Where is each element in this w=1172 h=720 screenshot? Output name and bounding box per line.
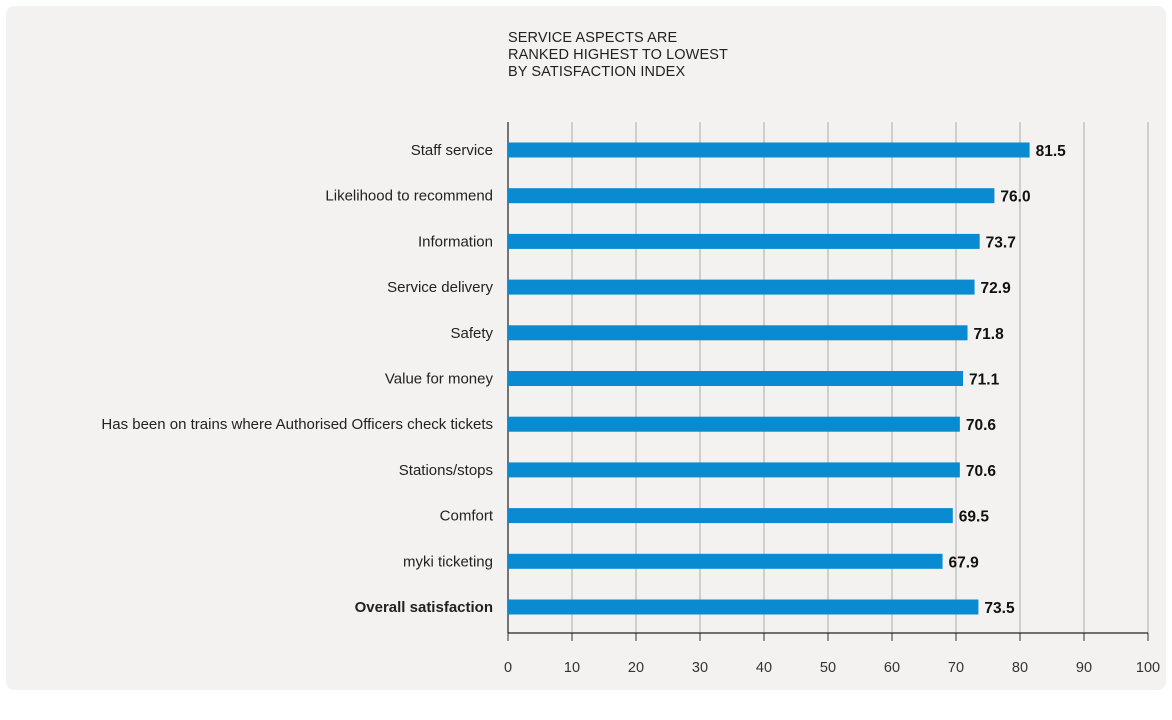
value-label: 72.9 bbox=[981, 280, 1012, 297]
value-label: 73.7 bbox=[986, 234, 1016, 251]
category-label: Has been on trains where Authorised Offi… bbox=[101, 416, 493, 433]
x-tick-label: 40 bbox=[756, 660, 772, 676]
chart-title-line-3: BY SATISFACTION INDEX bbox=[508, 64, 686, 80]
bar bbox=[508, 508, 953, 524]
value-label: 70.6 bbox=[966, 417, 997, 434]
x-tick-label: 90 bbox=[1076, 660, 1092, 676]
x-tick-label: 60 bbox=[884, 660, 900, 676]
chart-title-line-1: SERVICE ASPECTS ARE bbox=[508, 30, 678, 46]
bar bbox=[508, 599, 979, 615]
x-tick-label: 0 bbox=[504, 660, 512, 676]
chart-title: SERVICE ASPECTS ARE RANKED HIGHEST TO LO… bbox=[508, 30, 728, 81]
x-tick-label: 10 bbox=[564, 660, 580, 676]
x-tick-label: 50 bbox=[820, 660, 836, 676]
chart-panel bbox=[6, 6, 1166, 690]
category-label: Information bbox=[418, 233, 493, 250]
x-tick-label: 100 bbox=[1136, 660, 1160, 676]
chart-title-line-2: RANKED HIGHEST TO LOWEST bbox=[508, 47, 728, 63]
value-label: 70.6 bbox=[966, 463, 997, 480]
value-label: 71.8 bbox=[974, 326, 1005, 343]
bar bbox=[508, 462, 960, 478]
value-label: 73.5 bbox=[984, 600, 1015, 617]
value-label: 71.1 bbox=[969, 372, 1000, 389]
bar bbox=[508, 279, 975, 295]
x-tick-label: 80 bbox=[1012, 660, 1028, 676]
value-label: 81.5 bbox=[1036, 143, 1067, 160]
x-tick-label: 30 bbox=[692, 660, 708, 676]
value-label: 67.9 bbox=[949, 554, 980, 571]
category-label: Likelihood to recommend bbox=[325, 188, 493, 205]
bar bbox=[508, 188, 995, 204]
value-label: 69.5 bbox=[959, 509, 990, 526]
category-label: Overall satisfaction bbox=[355, 599, 493, 616]
category-label: Staff service bbox=[411, 142, 493, 159]
category-label: Comfort bbox=[440, 508, 494, 525]
x-tick-label: 20 bbox=[628, 660, 644, 676]
category-label: myki ticketing bbox=[403, 553, 493, 570]
x-tick-label: 70 bbox=[948, 660, 964, 676]
bar bbox=[508, 416, 960, 432]
category-label: Safety bbox=[450, 325, 493, 342]
bar bbox=[508, 325, 968, 341]
bar bbox=[508, 142, 1030, 158]
value-label: 76.0 bbox=[1000, 189, 1030, 206]
bar bbox=[508, 553, 943, 569]
category-label: Value for money bbox=[385, 371, 494, 388]
category-label: Service delivery bbox=[387, 279, 493, 296]
category-label: Stations/stops bbox=[399, 462, 493, 479]
bar bbox=[508, 371, 964, 386]
bar bbox=[508, 233, 980, 249]
